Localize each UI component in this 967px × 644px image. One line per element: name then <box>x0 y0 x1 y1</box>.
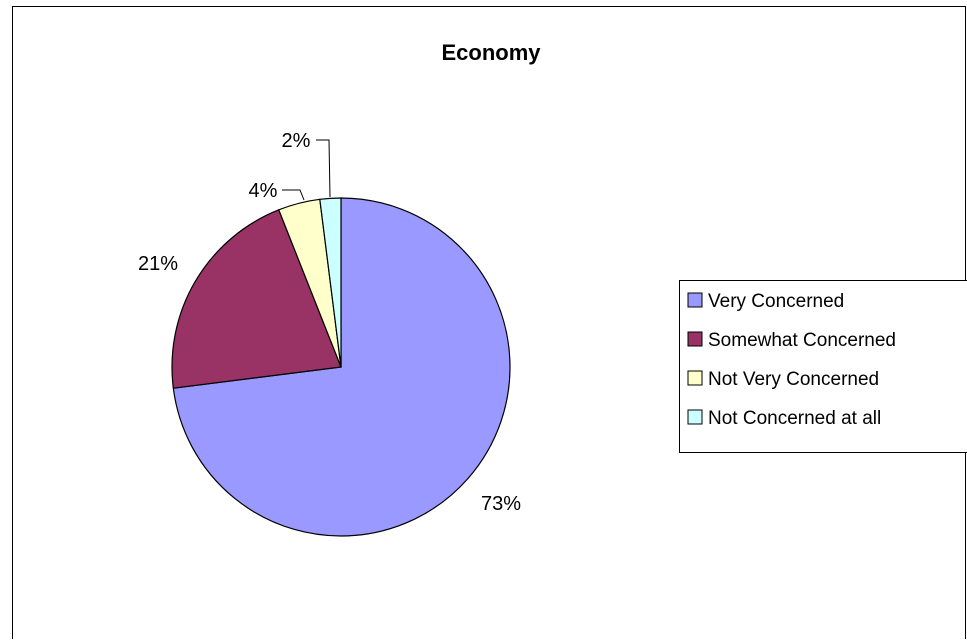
data-label-not-concerned-at-all: 2% <box>282 130 311 152</box>
legend-swatch-not-concerned-at-all <box>688 410 702 424</box>
data-label-somewhat-concerned: 21% <box>138 253 178 275</box>
data-label-not-very-concerned: 4% <box>249 180 278 202</box>
legend-swatch-very-concerned <box>688 293 702 307</box>
legend-label-very-concerned: Very Concerned <box>708 291 844 312</box>
legend-label-not-very-concerned: Not Very Concerned <box>708 369 879 390</box>
data-label-very-concerned: 73% <box>481 493 521 515</box>
legend-swatch-not-very-concerned <box>688 371 702 385</box>
legend-swatch-somewhat-concerned <box>688 332 702 346</box>
legend-label-somewhat-concerned: Somewhat Concerned <box>708 330 896 351</box>
pie-slices <box>172 198 510 536</box>
legend: Very Concerned Somewhat Concerned Not Very… <box>680 281 967 453</box>
chart-title: Economy <box>441 40 541 65</box>
legend-label-not-concerned-at-all: Not Concerned at all <box>708 408 881 429</box>
